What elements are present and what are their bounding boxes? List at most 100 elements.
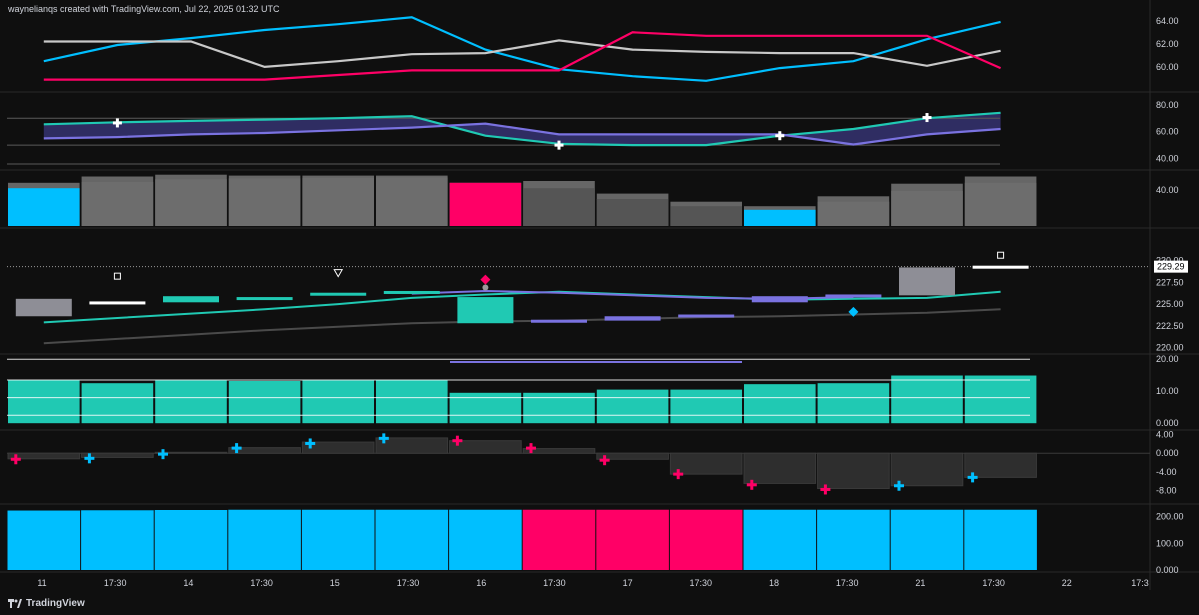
volume-bar: [155, 179, 227, 226]
cross-marker: [775, 131, 785, 141]
volume-bar: [8, 188, 80, 226]
volume-bar: [817, 201, 890, 226]
histogram-bar: [670, 389, 742, 424]
strength-bar: [375, 509, 449, 570]
tradingview-wordmark: TradingView: [26, 598, 85, 609]
y-tick-label: 64.00: [1156, 16, 1179, 26]
strength-bar: [817, 509, 890, 570]
y-tick-label: 222.50: [1156, 321, 1184, 331]
histogram-bar: [744, 384, 816, 424]
x-tick-label: 15: [330, 578, 340, 588]
diamond-marker: [848, 306, 859, 317]
volume-bar: [596, 199, 669, 226]
cross-marker: [922, 113, 932, 123]
cross-marker: [526, 443, 536, 454]
candle-body: [457, 297, 514, 324]
strength-bar: [7, 510, 81, 570]
cross-marker: [84, 453, 95, 464]
momentum-bar: [154, 451, 228, 454]
candle-body: [899, 267, 955, 296]
volume-bar: [376, 177, 448, 226]
momentum-bar: [228, 447, 301, 454]
panel2-series-line: [43, 111, 1001, 147]
histogram-bar: [596, 389, 669, 424]
volume-bar: [302, 177, 374, 226]
y-tick-label: 40.00: [1156, 185, 1179, 195]
candle-body: [310, 292, 367, 296]
candle-body: [604, 316, 661, 321]
volume-bar: [670, 206, 742, 226]
y-tick-label: 0.000: [1156, 565, 1179, 575]
y-tick-label: -8.00: [1156, 485, 1177, 495]
x-tick-label: 17:30: [543, 578, 566, 588]
tradingview-brand[interactable]: TradingView: [8, 598, 85, 609]
y-tick-label: 40.00: [1156, 154, 1179, 164]
panel1-series-line: [43, 16, 1001, 82]
moving-average-line: [43, 308, 1001, 345]
momentum-bar: [81, 452, 154, 458]
y-tick-label: 60.00: [1156, 62, 1179, 72]
histogram-bar: [817, 383, 890, 424]
candle-body: [383, 290, 440, 294]
x-tick-label: 17:30: [836, 578, 859, 588]
histogram-bar: [964, 375, 1037, 424]
square-marker: [997, 251, 1005, 259]
y-tick-label: 20.00: [1156, 354, 1179, 364]
last-price-label: 229.29: [1157, 262, 1185, 272]
strength-bar: [964, 509, 1037, 570]
volume-bar: [449, 182, 522, 226]
x-tick-label: 17:30: [104, 578, 127, 588]
x-tick-label: 11: [37, 578, 46, 588]
y-tick-label: 230.00: [1156, 255, 1184, 265]
candle-body: [163, 296, 219, 303]
x-tick-label: 17:30: [690, 578, 713, 588]
x-tick-label: 17:3: [1131, 578, 1149, 588]
cross-marker: [599, 455, 610, 466]
momentum-bar: [7, 452, 81, 460]
volume-bar: [228, 178, 301, 226]
strength-bar: [596, 509, 669, 570]
volume-bar: [81, 181, 154, 226]
strength-bar: [301, 509, 375, 570]
cross-marker: [305, 438, 316, 449]
strength-bar: [522, 509, 596, 570]
histogram-bar: [228, 380, 301, 424]
cross-marker: [452, 435, 463, 446]
y-tick-label: 60.00: [1156, 127, 1179, 137]
x-tick-label: 21: [915, 578, 925, 588]
y-tick-label: 80.00: [1156, 100, 1179, 110]
histogram-bar: [8, 380, 80, 424]
panel1-series-line: [43, 39, 1001, 69]
cross-marker: [820, 484, 831, 495]
x-tick-label: 17:30: [250, 578, 273, 588]
volume-bar: [964, 182, 1037, 226]
cross-marker: [554, 140, 564, 150]
candle-body: [531, 319, 587, 323]
cross-marker: [673, 469, 684, 480]
y-tick-label: -4.00: [1156, 467, 1177, 477]
y-tick-label: 4.00: [1156, 430, 1174, 440]
x-tick-label: 17:30: [982, 578, 1005, 588]
panel2-series-line: [43, 122, 1001, 146]
cross-marker: [967, 472, 978, 483]
momentum-bar: [890, 452, 964, 487]
cross-marker: [231, 443, 242, 454]
candle-body: [751, 296, 808, 303]
x-tick-label: 22: [1062, 578, 1072, 588]
histogram-bar: [376, 380, 448, 424]
histogram-bar: [891, 375, 963, 424]
momentum-bar: [375, 437, 449, 454]
strength-bar: [154, 510, 228, 570]
strength-bar: [81, 510, 154, 570]
cross-marker: [158, 449, 168, 460]
momentum-bar: [449, 440, 522, 454]
y-tick-label: 227.50: [1156, 277, 1184, 287]
y-tick-label: 100.00: [1156, 538, 1184, 548]
tradingview-logo-icon: [8, 599, 22, 608]
chart-attribution-header: waynelianqs created with TradingView.com…: [8, 4, 280, 14]
momentum-bar: [669, 452, 743, 475]
y-tick-label: 220.00: [1156, 343, 1184, 353]
momentum-bar: [964, 452, 1037, 478]
strength-bar: [743, 509, 817, 570]
